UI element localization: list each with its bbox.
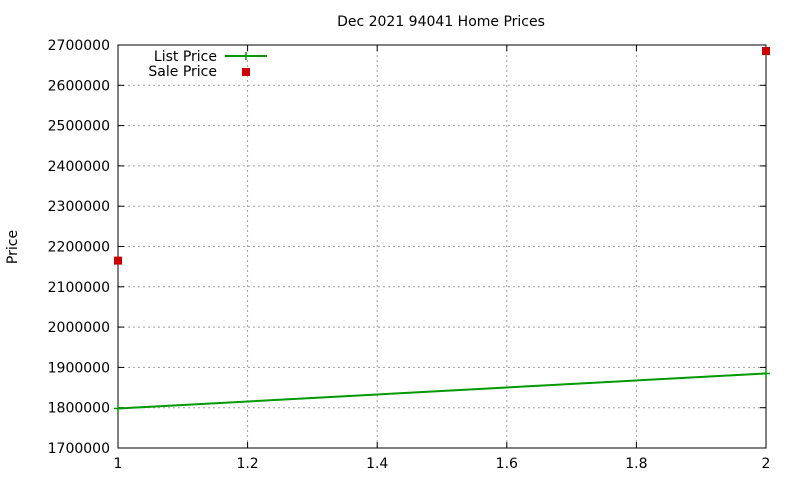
y-tick-label: 2200000 xyxy=(48,240,110,256)
y-tick-label: 2600000 xyxy=(48,78,110,94)
y-tick-label: 2100000 xyxy=(48,280,110,296)
legend-marker-sale-price xyxy=(242,68,250,76)
series-line-list-price xyxy=(117,372,767,410)
series-layer xyxy=(114,47,770,413)
tick-layer: 1700000 1800000 1900000 2000000 2100000 22000… xyxy=(48,38,771,472)
y-tick-label: 1900000 xyxy=(48,360,110,376)
grid-layer xyxy=(118,45,766,448)
y-tick-label: 1800000 xyxy=(48,401,110,417)
x-tick-label: 1.8 xyxy=(625,456,647,472)
y-tick-label: 2500000 xyxy=(48,119,110,135)
data-point-list-price xyxy=(114,404,122,413)
chart-title: Dec 2021 94041 Home Prices xyxy=(337,14,545,30)
x-tick-label: 1.4 xyxy=(366,456,388,472)
y-tick-label: 2000000 xyxy=(48,320,110,336)
legend-label-list-price: List Price xyxy=(154,49,217,65)
x-tick-label: 1.6 xyxy=(496,456,518,472)
y-tick-label: 1700000 xyxy=(48,441,110,457)
legend-label-sale-price: Sale Price xyxy=(148,64,217,80)
data-point-sale-price xyxy=(114,256,122,265)
legend: List Price Sale Price xyxy=(148,49,267,80)
y-tick-label: 2400000 xyxy=(48,159,110,175)
y-axis-label: Price xyxy=(5,230,21,264)
data-point-list-price xyxy=(762,369,770,378)
x-tick-label: 1.2 xyxy=(236,456,258,472)
x-tick-label: 2 xyxy=(762,456,771,472)
y-tick-label: 2700000 xyxy=(48,38,110,54)
legend-marker-list-price xyxy=(242,52,250,60)
y-tick-label: 2300000 xyxy=(48,199,110,215)
data-point-sale-price xyxy=(762,47,770,56)
x-tick-label: 1 xyxy=(114,456,123,472)
